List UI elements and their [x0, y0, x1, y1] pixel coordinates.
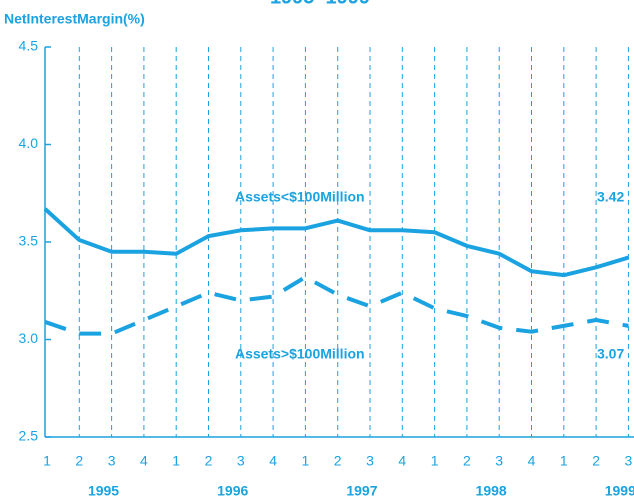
- x-tick-label: 3: [495, 453, 503, 469]
- y-tick-label: 4.5: [19, 38, 39, 54]
- series-line: [43, 207, 629, 278]
- y-axis-label: NetInterestMargin(%): [4, 11, 145, 27]
- year-label: 1999: [605, 483, 634, 499]
- y-tick-label: 3.5: [19, 233, 39, 249]
- x-tick-label: 1: [172, 453, 180, 469]
- y-tick-label: 4.0: [19, 135, 39, 151]
- year-label: 1996: [217, 483, 248, 499]
- x-tick-label: 4: [140, 453, 148, 469]
- x-tick-label: 2: [334, 453, 342, 469]
- x-tick-label: 4: [398, 453, 406, 469]
- year-label: 1995: [88, 483, 119, 499]
- y-tick-label: 3.0: [19, 330, 39, 346]
- series-line: [44, 275, 629, 336]
- x-tick-label: 3: [108, 453, 116, 469]
- series-label: Assets>$100Million: [235, 346, 365, 362]
- x-tick-label: 4: [528, 453, 536, 469]
- x-tick-label: 3: [366, 453, 374, 469]
- x-tick-label: 3: [625, 453, 633, 469]
- y-tick-label: 2.5: [19, 428, 39, 444]
- x-tick-label: 2: [205, 453, 213, 469]
- x-tick-label: 2: [592, 453, 600, 469]
- chart-title: 1995–1999: [270, 0, 370, 8]
- year-label: 1998: [476, 483, 507, 499]
- x-tick-label: 3: [237, 453, 245, 469]
- x-tick-label: 2: [463, 453, 471, 469]
- series-label: Assets<$100Million: [235, 189, 365, 205]
- x-tick-label: 1: [560, 453, 568, 469]
- x-tick-label: 1: [431, 453, 439, 469]
- end-label: 3.07: [597, 346, 624, 362]
- x-tick-label: 2: [75, 453, 83, 469]
- x-tick-label: 1: [302, 453, 310, 469]
- end-label: 3.42: [597, 189, 624, 205]
- year-label: 1997: [346, 483, 377, 499]
- x-tick-label: 1: [43, 453, 51, 469]
- x-tick-label: 4: [269, 453, 277, 469]
